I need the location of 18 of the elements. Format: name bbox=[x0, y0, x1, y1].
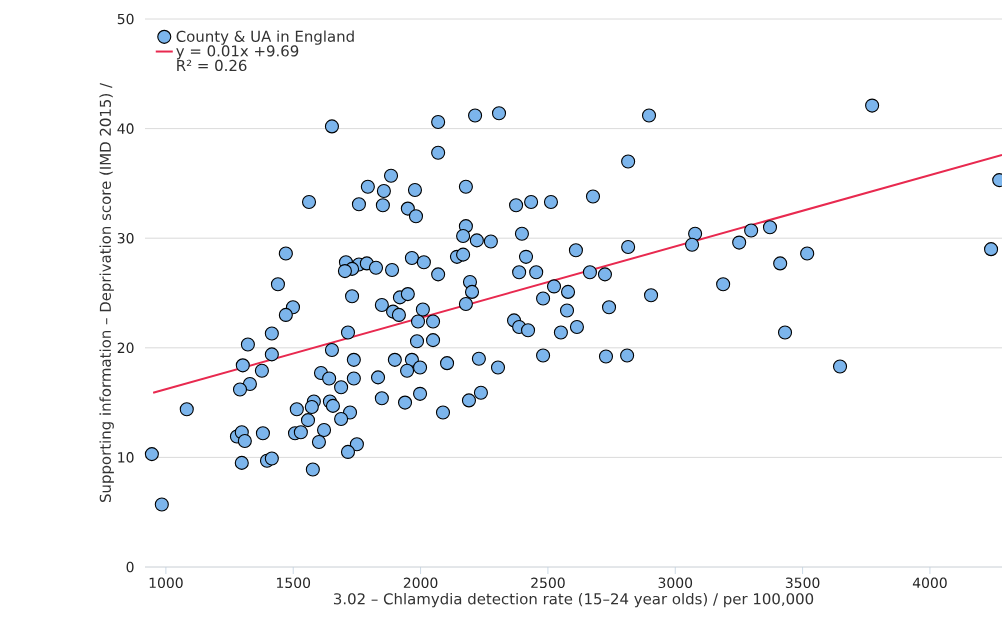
legend-label: y = 0.01x +9.69 bbox=[176, 45, 299, 60]
x-tick-label: 3500 bbox=[785, 577, 820, 589]
x-tick-label: 1000 bbox=[149, 577, 183, 589]
legend-label: County & UA in England bbox=[176, 30, 354, 45]
x-tick-label: 2000 bbox=[403, 577, 438, 589]
y-tick-label: 10 bbox=[118, 452, 134, 463]
x-tick-label: 2500 bbox=[531, 577, 565, 589]
x-axis-title: 3.02 – Chlamydia detection rate (15–24 year olds) / per 100,000 bbox=[333, 592, 814, 608]
annotation: R² = 0.26 bbox=[177, 59, 247, 72]
x-tick-label: 3000 bbox=[658, 577, 693, 589]
y-tick-label: 50 bbox=[117, 13, 134, 25]
y-axis-title: Supporting information – Deprivation score (IMD 2015) / bbox=[99, 83, 114, 502]
y-tick-label: 20 bbox=[117, 342, 134, 354]
x-tick-label: 4000 bbox=[912, 577, 947, 589]
y-tick-label: 40 bbox=[117, 123, 134, 134]
y-tick-label: 30 bbox=[117, 232, 134, 244]
y-tick-label: 0 bbox=[126, 561, 134, 573]
x-tick-label: 1500 bbox=[277, 577, 311, 589]
